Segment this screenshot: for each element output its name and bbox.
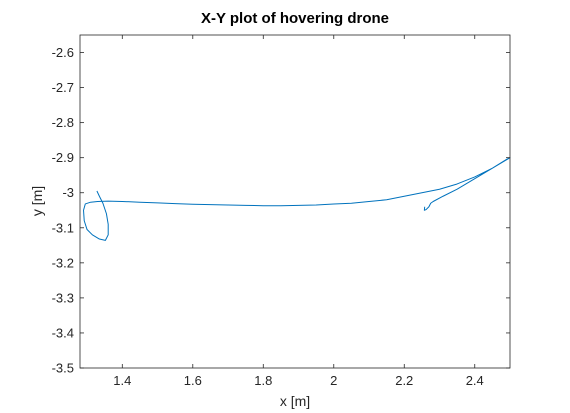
y-tick-label: -3	[62, 185, 74, 200]
y-tick-label: -3.3	[52, 290, 74, 305]
y-tick-label: -2.8	[52, 115, 74, 130]
y-axis-ticks: -2.6 -2.7 -2.8 -2.9 -3 -3.1 -3.2 -3.3 -3.4 -3.5	[52, 45, 510, 376]
series-layer	[83, 157, 511, 241]
y-tick-label: -2.9	[52, 150, 74, 165]
x-tick-label: 2.4	[466, 373, 484, 388]
y-tick-label: -3.4	[52, 325, 74, 340]
x-axis-label: x [m]	[280, 393, 310, 409]
x-tick-label: 1.8	[254, 373, 272, 388]
chart-title: X-Y plot of hovering drone	[201, 10, 389, 27]
y-tick-label: -3.5	[52, 361, 74, 376]
x-axis-ticks: 1.4 1.6 1.8 2 2.2 2.4	[113, 35, 484, 388]
y-tick-label: -2.7	[52, 80, 74, 95]
x-tick-label: 1.4	[113, 373, 131, 388]
trajectory-line	[83, 157, 511, 241]
y-axis-label: y [m]	[29, 186, 45, 216]
x-tick-label: 1.6	[184, 373, 202, 388]
x-tick-label: 2.2	[395, 373, 413, 388]
y-tick-label: -2.6	[52, 45, 74, 60]
y-tick-label: -3.2	[52, 255, 74, 270]
x-tick-label: 2	[330, 373, 337, 388]
plot-background	[80, 35, 510, 368]
y-tick-label: -3.1	[52, 220, 74, 235]
plot-frame	[79, 34, 511, 369]
